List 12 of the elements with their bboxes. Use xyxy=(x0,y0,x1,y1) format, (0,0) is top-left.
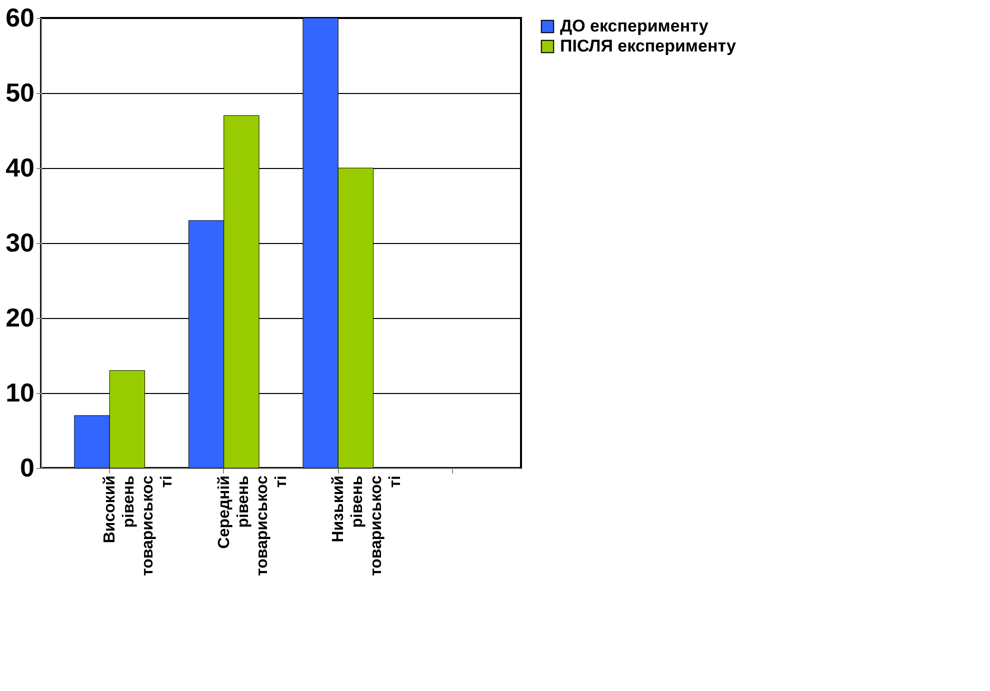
y-tick-label: 0 xyxy=(20,452,34,482)
legend-label: ПІСЛЯ експерименту xyxy=(560,36,736,56)
x-tick-label: Високий рівень товариськості xyxy=(102,475,176,576)
y-tick-label: 60 xyxy=(6,2,34,32)
legend-label: ДО експерименту xyxy=(560,16,709,36)
x-tick-label: Низький рівень товариськості xyxy=(330,475,404,576)
y-tick-label: 30 xyxy=(6,228,34,258)
y-tick-label: 10 xyxy=(6,378,34,408)
y-tick-label: 50 xyxy=(6,78,34,108)
x-tick-label: Середній рівень товариськості xyxy=(216,475,290,576)
y-tick-label: 40 xyxy=(6,152,34,182)
y-tick-label: 20 xyxy=(6,302,34,332)
